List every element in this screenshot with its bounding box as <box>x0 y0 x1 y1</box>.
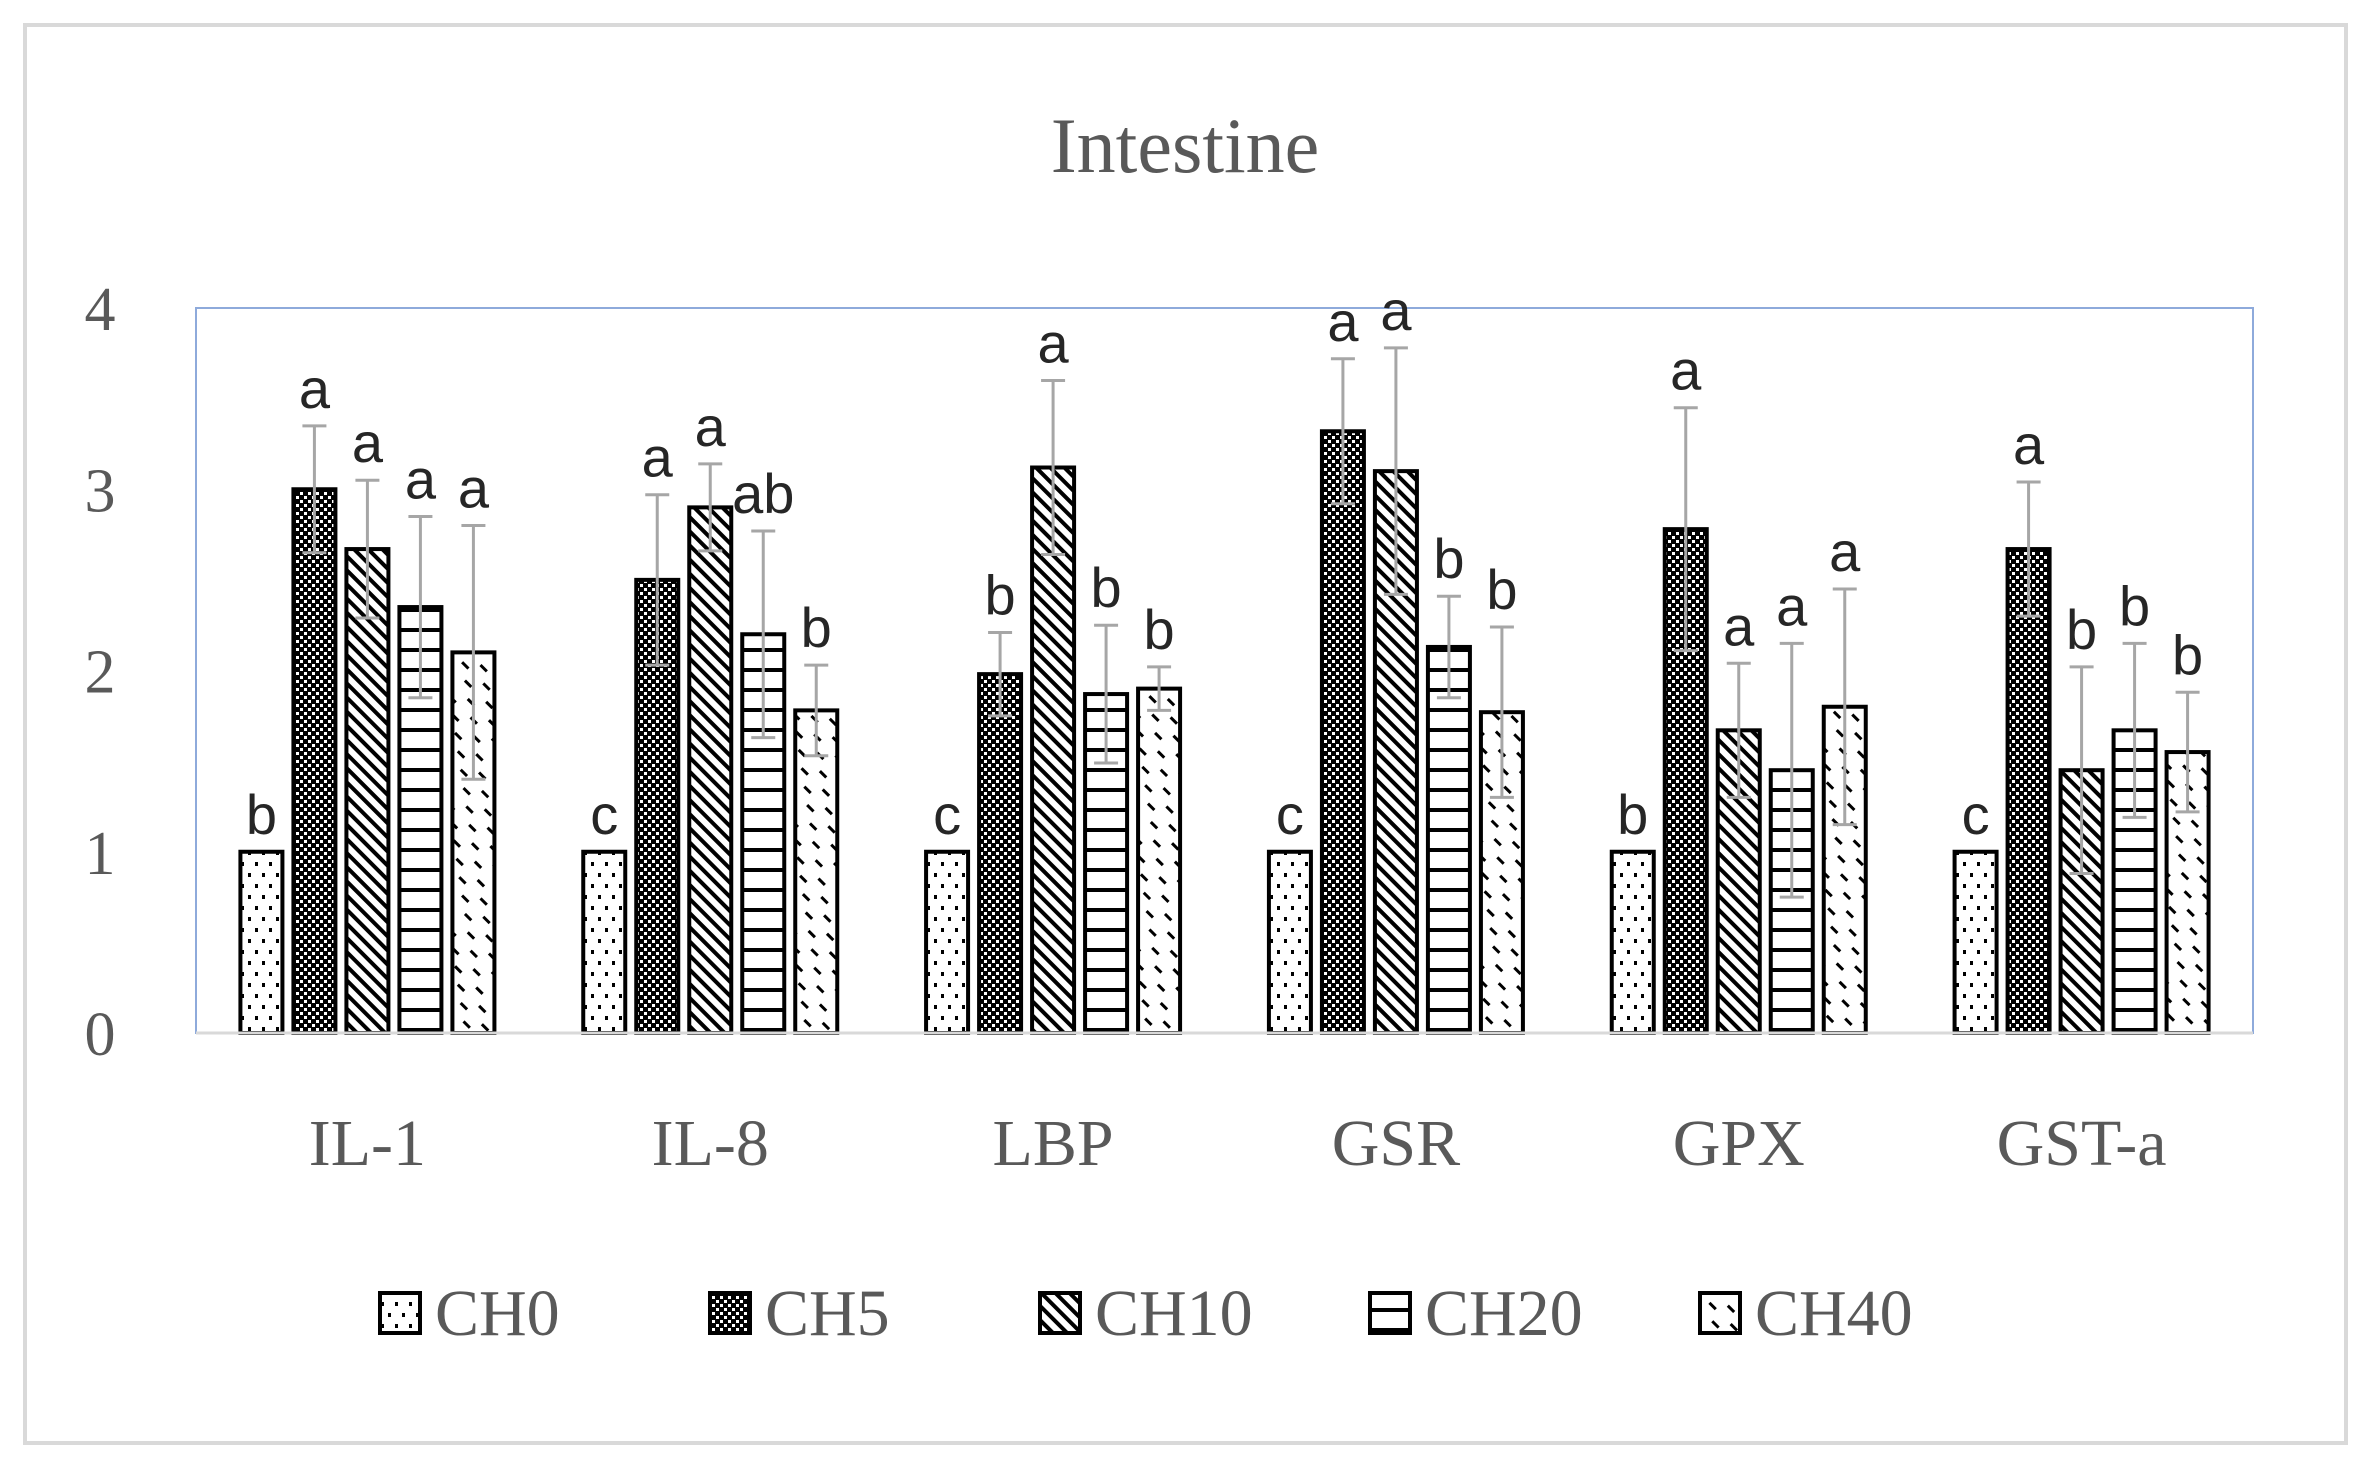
significance-letter: ab <box>732 462 794 525</box>
bar-ch5 <box>977 672 1024 1035</box>
legend-swatch <box>1698 1291 1742 1335</box>
legend-item-ch20: CH20 <box>1368 1277 1583 1350</box>
significance-letter: b <box>1486 558 1517 621</box>
bar-ch5 <box>2005 547 2052 1035</box>
significance-letter: b <box>2172 623 2203 686</box>
y-tick-label: 1 <box>85 820 116 888</box>
significance-letter: a <box>695 395 727 458</box>
bar-ch10 <box>344 547 391 1035</box>
significance-letter: a <box>1327 290 1359 353</box>
significance-letter: b <box>246 783 277 846</box>
bar-ch0 <box>1609 849 1656 1035</box>
significance-letter: c <box>1276 783 1304 846</box>
x-tick-label: GSR <box>1332 1107 1460 1180</box>
significance-letter: a <box>1829 520 1861 583</box>
bar-ch0 <box>924 849 971 1035</box>
y-axis-tick-labels: 0 1 2 3 4 <box>85 276 116 1069</box>
significance-letter: b <box>801 596 832 659</box>
x-tick-label: IL-1 <box>309 1107 426 1180</box>
bar-group-gsr: c a a b b <box>1266 279 1525 1035</box>
significance-letter: b <box>1144 598 1175 661</box>
legend-swatch <box>708 1291 752 1335</box>
y-tick-label: 3 <box>85 457 116 525</box>
bar-ch40 <box>1821 704 1868 1035</box>
legend-label: CH10 <box>1095 1277 1253 1350</box>
bar-group-gpx: baa aa <box>1609 339 1868 1035</box>
bar-ch0 <box>238 849 285 1035</box>
legend-label: CH0 <box>435 1277 560 1350</box>
significance-letter: b <box>1617 783 1648 846</box>
bar-group-il-8: c a aab b <box>581 395 840 1035</box>
significance-letter: a <box>2013 413 2045 476</box>
x-tick-label: IL-8 <box>652 1107 769 1180</box>
significance-letter: a <box>1776 574 1808 637</box>
legend-label: CH5 <box>765 1277 890 1350</box>
x-tick-label: GST-a <box>1997 1107 2167 1180</box>
y-tick-label: 4 <box>85 276 116 344</box>
legend-label: CH40 <box>1755 1277 1913 1350</box>
significance-letter: a <box>1038 312 1070 375</box>
significance-letter: c <box>933 783 961 846</box>
bar-ch10 <box>1030 465 1077 1035</box>
significance-letter: b <box>2119 574 2150 637</box>
chart-title: Intestine <box>1051 102 1320 189</box>
legend-swatch <box>378 1291 422 1335</box>
legend-swatch <box>1038 1291 1082 1335</box>
significance-letter: b <box>1433 527 1464 590</box>
legend: CH0 CH5 CH10 CH20 CH40 <box>378 1277 1913 1350</box>
significance-letter: c <box>590 783 618 846</box>
significance-letter: a <box>642 426 674 489</box>
significance-letter: a <box>1670 339 1702 402</box>
legend-item-ch0: CH0 <box>378 1277 560 1350</box>
bar-ch0 <box>581 849 628 1035</box>
significance-letter: b <box>1091 556 1122 619</box>
significance-letter: a <box>352 411 384 474</box>
bar-ch0 <box>1952 849 1999 1035</box>
x-axis-tick-labels: IL-1 IL-8 LBP GSR GPX GST-a <box>309 1107 2167 1180</box>
legend-label: CH20 <box>1425 1277 1583 1350</box>
significance-letter: b <box>2066 598 2097 661</box>
significance-letter: a <box>1380 279 1412 342</box>
significance-letter: a <box>299 357 331 420</box>
bar-ch10 <box>687 505 734 1035</box>
significance-letter: a <box>405 447 437 510</box>
x-tick-label: LBP <box>993 1107 1114 1180</box>
bar-ch0 <box>1266 849 1313 1035</box>
legend-item-ch5: CH5 <box>708 1277 890 1350</box>
legend-swatch <box>1368 1291 1412 1335</box>
bar-group-gst-a: cab bb <box>1952 413 2211 1035</box>
significance-letter: a <box>1723 594 1755 657</box>
significance-letter: b <box>985 563 1016 626</box>
y-tick-label: 2 <box>85 639 116 707</box>
x-tick-label: GPX <box>1673 1107 1805 1180</box>
significance-letter: c <box>1962 783 1990 846</box>
bar-ch5 <box>291 487 338 1035</box>
bar-ch40 <box>793 708 840 1035</box>
legend-item-ch10: CH10 <box>1038 1277 1253 1350</box>
significance-letter: a <box>458 457 490 520</box>
legend-item-ch40: CH40 <box>1698 1277 1913 1350</box>
bar-ch20 <box>1425 644 1472 1035</box>
bar-ch5 <box>1319 429 1366 1035</box>
bar-ch40 <box>1136 686 1183 1035</box>
y-tick-label: 0 <box>85 1001 116 1069</box>
